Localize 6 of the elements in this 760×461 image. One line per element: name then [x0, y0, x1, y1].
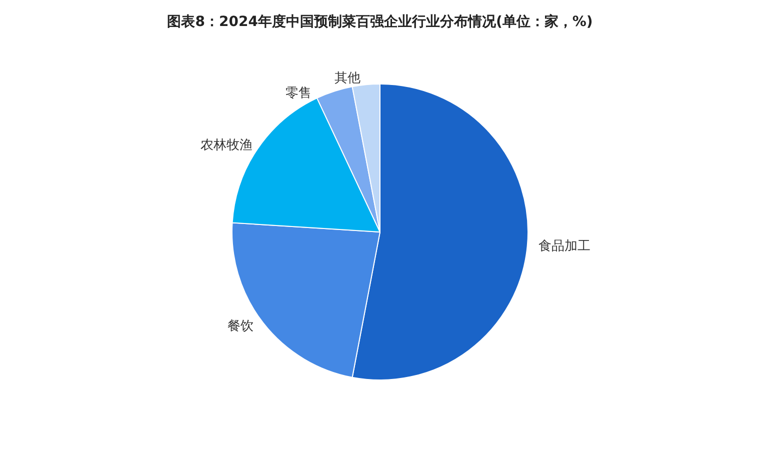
slice-label: 餐饮 [227, 318, 254, 334]
slice-label: 其他 [334, 71, 361, 86]
slice-label: 食品加工 [538, 238, 590, 254]
slice-label: 农林牧渔 [200, 138, 252, 153]
chart-title: 图表8：2024年度中国预制菜百强企业行业分布情况(单位：家，%) [167, 13, 593, 30]
slice-label: 零售 [285, 86, 312, 102]
